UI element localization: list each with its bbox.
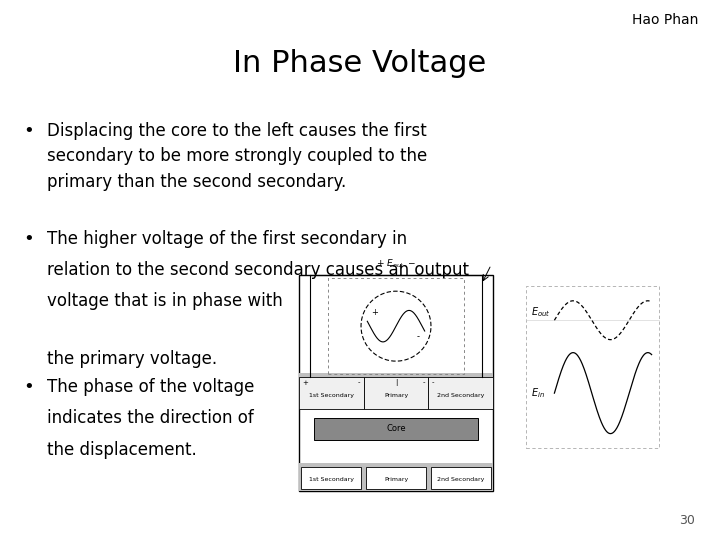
Bar [299,377,364,409]
Text: 2nd Secondary: 2nd Secondary [437,393,485,398]
Text: the displacement.: the displacement. [47,441,197,458]
Bar [428,377,493,409]
Bar [364,377,428,409]
Text: The phase of the voltage: The phase of the voltage [47,378,254,396]
Text: $E_{out}$: $E_{out}$ [531,305,551,319]
Text: voltage that is in phase with: voltage that is in phase with [47,292,282,310]
Bar [299,463,493,491]
Text: +: + [302,380,308,386]
Bar [366,467,426,489]
Bar [315,418,477,440]
Text: -: - [423,380,425,386]
Text: $+\ E_{out}\ -$: $+\ E_{out}\ -$ [376,258,416,270]
Bar [328,278,464,374]
Text: Core: Core [386,424,406,433]
Text: +: + [371,308,378,318]
Text: 2nd Secondary: 2nd Secondary [437,477,485,482]
Text: The higher voltage of the first secondary in: The higher voltage of the first secondar… [47,230,407,247]
Text: Displacing the core to the left causes the first
secondary to be more strongly c: Displacing the core to the left causes t… [47,122,427,191]
Bar [431,467,491,489]
Text: |: | [395,379,397,386]
Bar [299,275,493,491]
Text: $E_{in}$: $E_{in}$ [531,386,545,400]
Text: •: • [23,378,34,396]
Text: the primary voltage.: the primary voltage. [47,350,217,368]
Text: indicates the direction of: indicates the direction of [47,409,253,427]
Bar [299,373,493,409]
Text: -: - [358,380,360,386]
Text: 1st Secondary: 1st Secondary [309,393,354,398]
Text: relation to the second secondary causes an output: relation to the second secondary causes … [47,261,469,279]
Bar [526,286,659,448]
Text: 30: 30 [679,514,695,526]
Text: Primary: Primary [384,477,408,482]
Text: •: • [23,122,34,139]
Bar [301,467,361,489]
Text: -: - [432,380,434,386]
Text: In Phase Voltage: In Phase Voltage [233,49,487,78]
Text: Hao Phan: Hao Phan [632,14,698,28]
Text: 1st Secondary: 1st Secondary [309,477,354,482]
Text: •: • [23,230,34,247]
Text: -: - [416,332,419,341]
Text: Primary: Primary [384,393,408,398]
